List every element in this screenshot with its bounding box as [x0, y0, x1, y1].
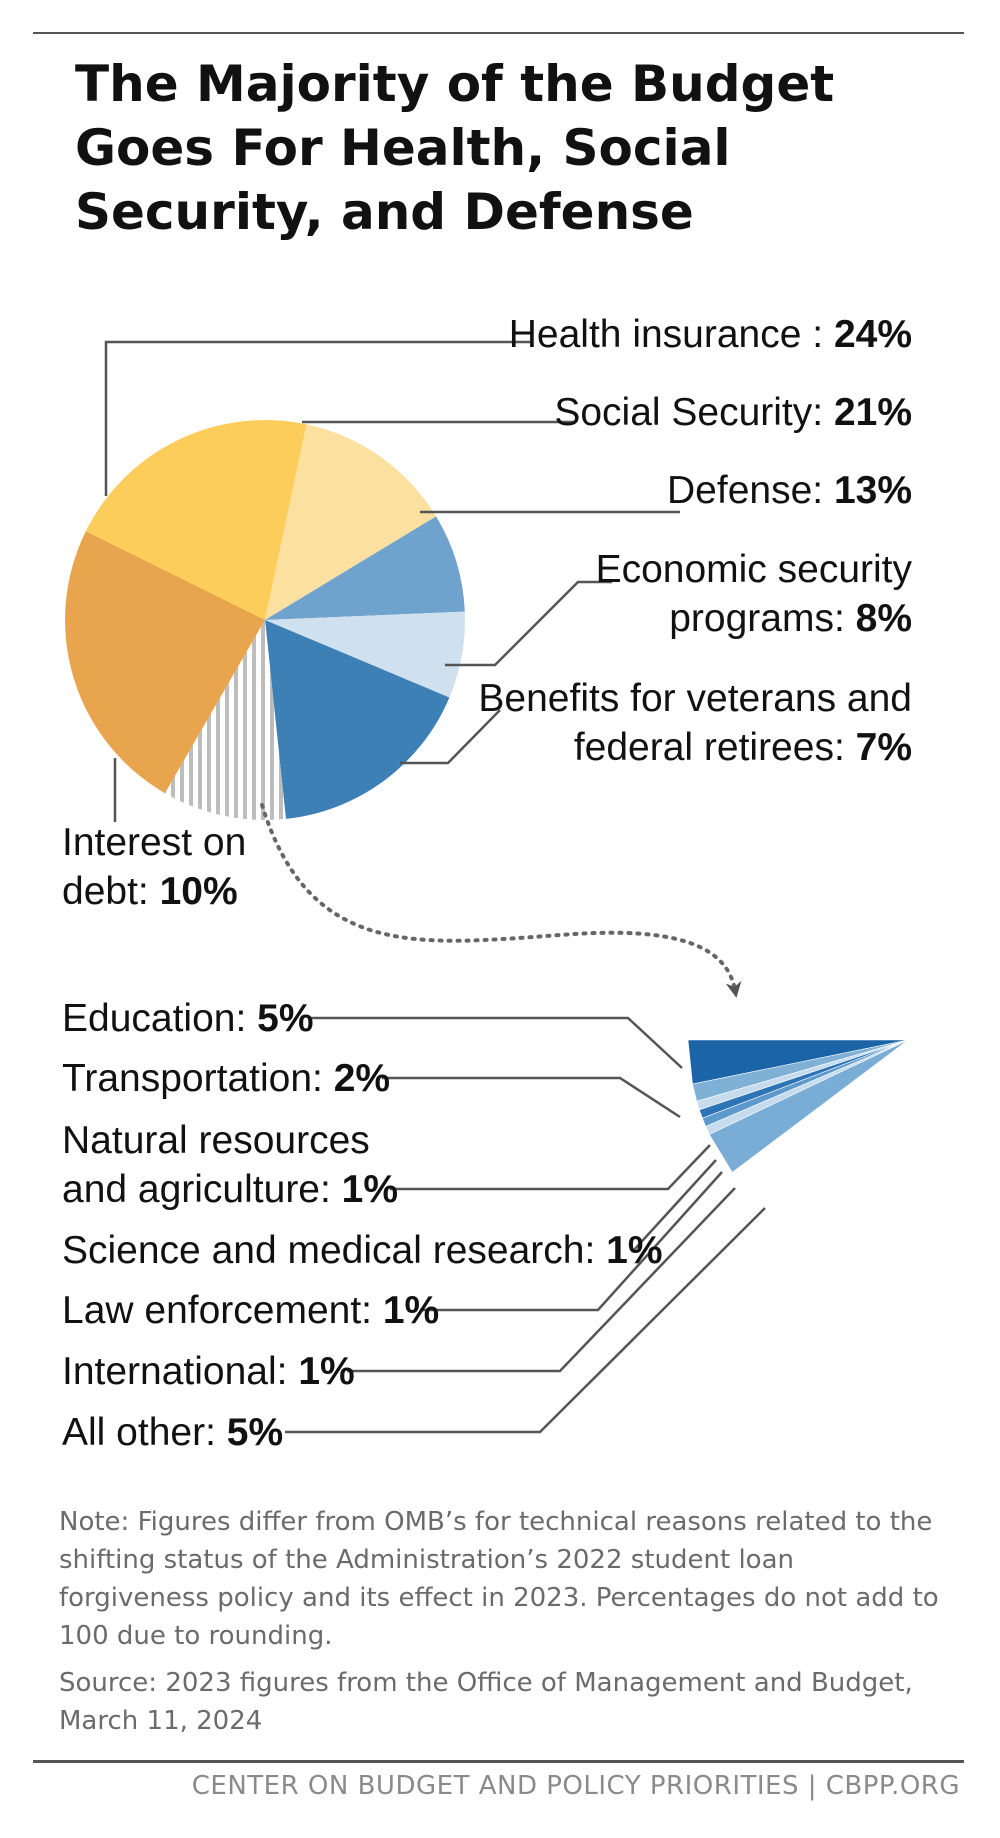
pie-slice-social-security [85, 420, 307, 620]
health-insurance-value: 24% [834, 313, 912, 356]
benefits-for-veterans-and-federal-retirees-label-text: Benefits for veterans and [478, 677, 912, 720]
all-other-label-text: All other: [62, 1411, 227, 1454]
footer-credit: CENTER ON BUDGET AND POLICY PRIORITIES |… [191, 1771, 960, 1801]
education-value: 5% [257, 997, 313, 1040]
economic-security-programs-value: 8% [856, 597, 912, 640]
law-enforcement-value: 1% [383, 1289, 439, 1332]
defense-label-text: Defense: [667, 469, 834, 512]
international-label: International: 1% [62, 1350, 355, 1393]
economic-security-programs-label: Economic security programs: 8% [596, 548, 913, 640]
leader-all-other [285, 1207, 766, 1434]
leader-science-and-medical-research [633, 1159, 717, 1251]
pie-slice-economic-security-programs [265, 516, 465, 620]
interest-on-debt-value: 10% [160, 870, 238, 913]
law-enforcement-label: Law enforcement: 1% [62, 1289, 439, 1332]
interest-on-debt-label: Interest on debt: 10% [62, 821, 246, 913]
top-rule [33, 32, 964, 34]
leader-health-insurance [104, 340, 530, 496]
breakdown-leaders [285, 1016, 766, 1434]
chart-source: Source: 2023 figures from the Office of … [59, 1668, 913, 1736]
social-security-value: 21% [834, 391, 912, 434]
education-label-text: Education: [62, 997, 257, 1040]
leader-economic-security-programs [445, 580, 612, 667]
interest-on-debt-label-text: debt: [62, 870, 160, 913]
transportation-value: 2% [334, 1057, 390, 1100]
law-enforcement-label-text: Law enforcement: [62, 1289, 383, 1332]
pie-slice-unlabeled [265, 620, 450, 819]
bottom-rule [33, 1760, 964, 1763]
social-security-label: Social Security: 21% [554, 391, 912, 434]
leader-international [347, 1187, 736, 1373]
chart-note: Note: Figures differ from OMB’s for tech… [59, 1507, 939, 1651]
all-other-label: All other: 5% [62, 1411, 283, 1454]
science-and-medical-research-value: 1% [606, 1229, 662, 1272]
pie-slice-health-insurance [65, 531, 265, 794]
leader-transportation [382, 1076, 681, 1119]
social-security-label-text: Social Security: [554, 391, 834, 434]
defense-label: Defense: 13% [667, 469, 912, 512]
pie-slice-interest-on-debt [165, 620, 286, 820]
natural-resources-and-agriculture-label-text: and agriculture: [62, 1168, 342, 1211]
science-and-medical-research-label-text: Science and medical research: [62, 1229, 606, 1272]
natural-resources-and-agriculture-value: 1% [342, 1168, 398, 1211]
health-insurance-label: Health insurance : 24% [509, 313, 912, 356]
economic-security-programs-label-text: programs: [669, 597, 855, 640]
leader-natural-resources-and-agriculture [390, 1144, 711, 1191]
benefits-for-veterans-and-federal-retirees-label: Benefits for veterans and federal retiree… [478, 677, 912, 769]
defense-value: 13% [834, 469, 912, 512]
education-label: Education: 5% [62, 997, 314, 1040]
international-value: 1% [298, 1350, 354, 1393]
pie-slice-defense [265, 424, 437, 620]
economic-security-programs-label-text: Economic security [596, 548, 913, 591]
leader-education [310, 1016, 683, 1069]
main-pie-labels: Health insurance : 24%Social Security: 2… [62, 313, 912, 913]
main-pie-leaders [104, 340, 680, 822]
chart-title: The Majority of the Budget Goes For Heal… [75, 55, 835, 241]
main-pie-slices [65, 420, 465, 820]
all-other-value: 5% [227, 1411, 283, 1454]
interest-on-debt-label-text: Interest on [62, 821, 246, 864]
breakdown-slices [687, 1039, 909, 1173]
science-and-medical-research-label: Science and medical research: 1% [62, 1229, 663, 1272]
natural-resources-and-agriculture-label: Natural resources and agriculture: 1% [62, 1119, 398, 1211]
benefits-for-veterans-and-federal-retirees-value: 7% [856, 726, 912, 769]
international-label-text: International: [62, 1350, 298, 1393]
transportation-label: Transportation: 2% [62, 1057, 390, 1100]
natural-resources-and-agriculture-label-text: Natural resources [62, 1119, 370, 1162]
leader-benefits-for-veterans-and-federal-retirees [400, 709, 501, 765]
health-insurance-label-text: Health insurance : [509, 313, 834, 356]
pie-slice-benefits-for-veterans-and-federal-retirees [265, 611, 465, 698]
transportation-label-text: Transportation: [62, 1057, 334, 1100]
fan-slice-all-other [708, 1039, 909, 1173]
benefits-for-veterans-and-federal-retirees-label-text: federal retirees: [574, 726, 856, 769]
breakdown-labels: Education: 5% Transportation: 2% Natural r… [62, 997, 663, 1454]
leader-law-enforcement [420, 1171, 723, 1312]
breakdown-arrow [260, 803, 742, 998]
